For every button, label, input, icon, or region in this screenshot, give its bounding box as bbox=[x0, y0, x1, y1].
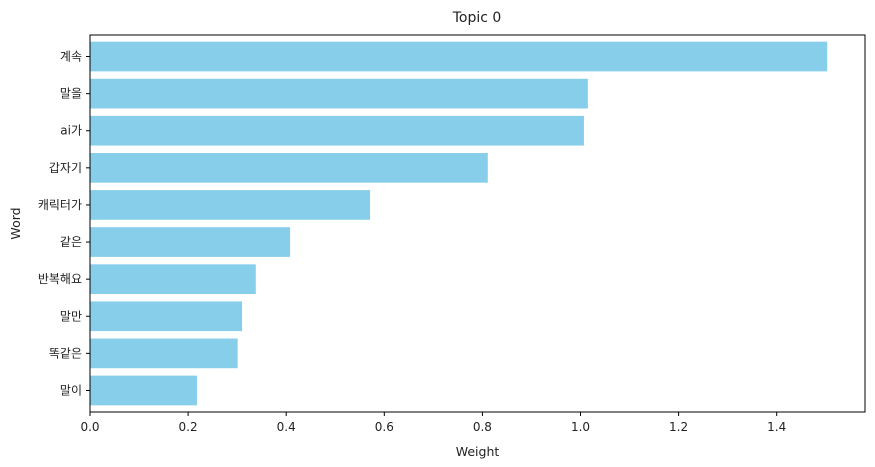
bar-2 bbox=[90, 115, 584, 146]
chart-title: Topic 0 bbox=[452, 10, 502, 26]
bar-9 bbox=[90, 375, 197, 406]
y-tick-label: 말이 bbox=[60, 383, 82, 397]
y-tick-label: 캐릭터가 bbox=[38, 198, 82, 212]
x-tick-label: 0.0 bbox=[80, 420, 99, 434]
bar-3 bbox=[90, 152, 488, 183]
y-tick-label: 갑자기 bbox=[49, 161, 82, 175]
x-tick-label: 1.4 bbox=[767, 420, 786, 434]
x-tick-label: 0.6 bbox=[375, 420, 394, 434]
x-axis-ticks: 0.0 0.2 0.4 0.6 0.8 1.0 1.2 1.4 bbox=[80, 412, 786, 434]
y-axis-label: Word bbox=[8, 207, 23, 239]
x-tick-label: 0.4 bbox=[277, 420, 296, 434]
bar-0 bbox=[90, 41, 828, 72]
y-tick-label: 똑같은 bbox=[49, 346, 82, 360]
x-tick-label: 0.2 bbox=[179, 420, 198, 434]
y-tick-label: 계속 bbox=[60, 50, 82, 64]
bar-5 bbox=[90, 227, 291, 257]
bar-4 bbox=[90, 190, 371, 220]
bar-1 bbox=[90, 78, 588, 109]
plot-frame bbox=[89, 34, 866, 413]
x-tick-label: 0.8 bbox=[473, 420, 492, 434]
bars-group bbox=[90, 41, 828, 406]
x-axis-label: Weight bbox=[456, 444, 500, 459]
y-tick-label: 반복해요 bbox=[38, 272, 82, 286]
x-tick-label: 1.0 bbox=[571, 420, 590, 434]
y-tick-label: 말만 bbox=[60, 309, 82, 323]
y-tick-label: 같은 bbox=[60, 235, 82, 249]
bar-6 bbox=[90, 264, 256, 295]
bar-8 bbox=[90, 338, 238, 369]
y-tick-label: ai가 bbox=[60, 124, 82, 138]
x-tick-label: 1.2 bbox=[669, 420, 688, 434]
y-tick-label: 말을 bbox=[60, 87, 82, 101]
bar-7 bbox=[90, 301, 243, 332]
